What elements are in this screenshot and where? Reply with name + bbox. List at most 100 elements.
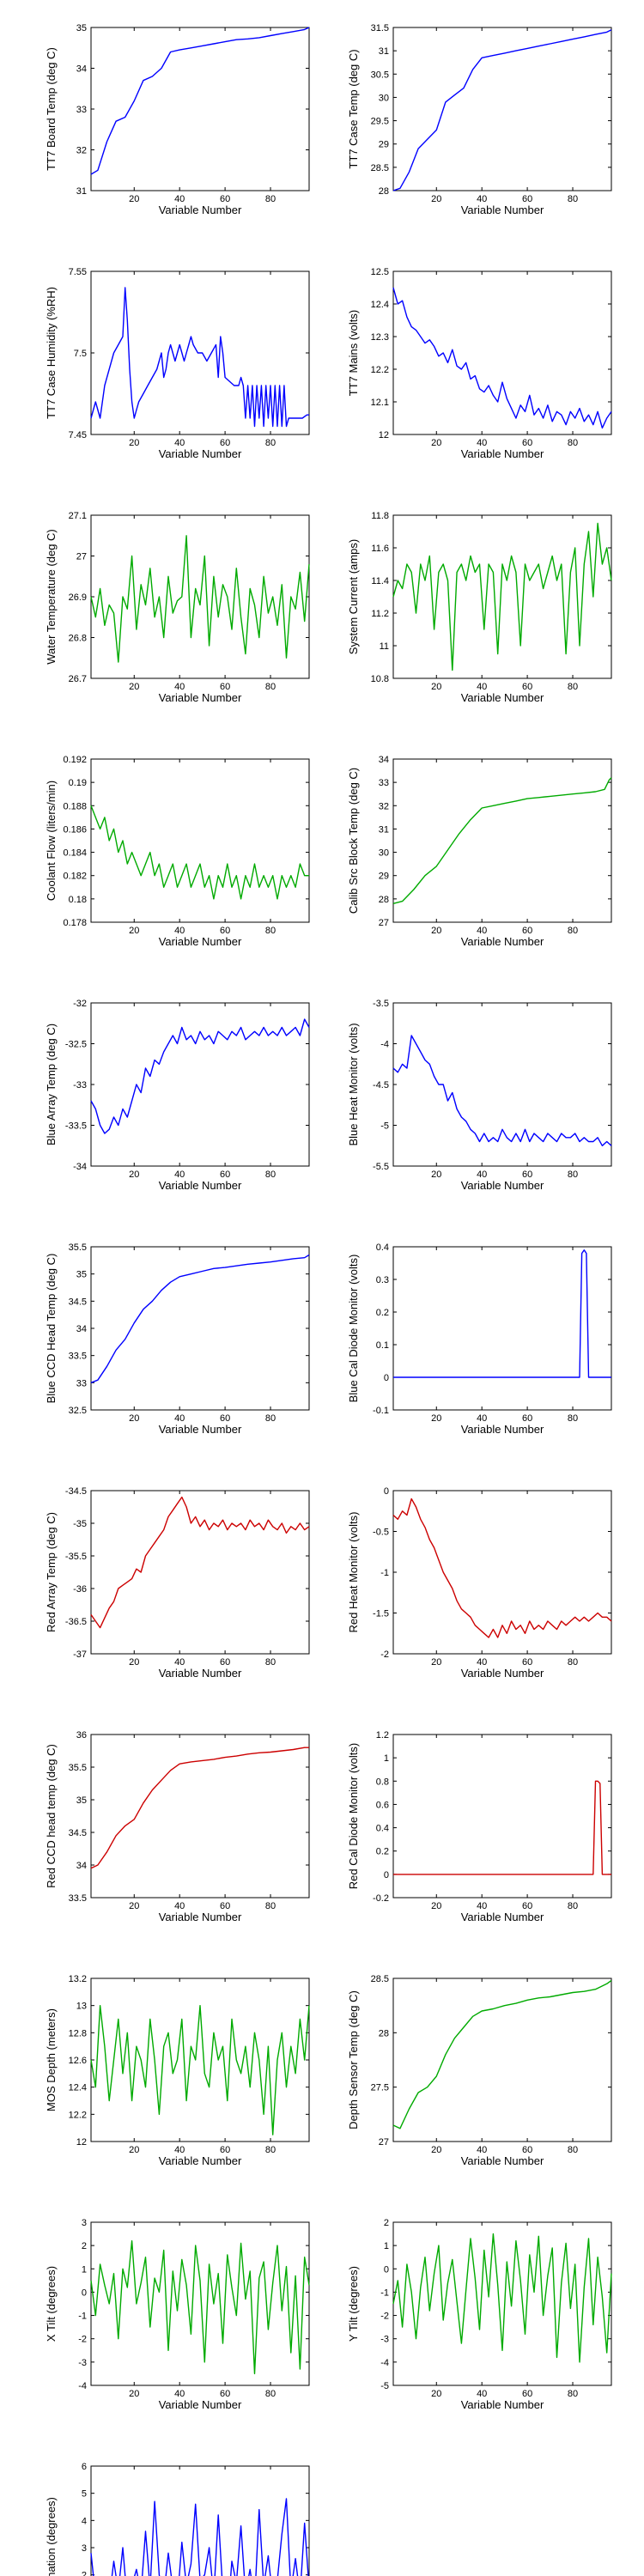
- y-tick-label: -2: [380, 1649, 389, 1660]
- x-tick-label: 40: [477, 2145, 487, 2155]
- y-tick-label: 0: [384, 1486, 389, 1497]
- x-tick-label: 40: [477, 1413, 487, 1424]
- y-axis-label: Blue Array Temp (deg C): [45, 1024, 58, 1145]
- y-tick-label: 28.5: [371, 163, 389, 173]
- x-tick-label: 80: [568, 438, 578, 448]
- y-tick-label: 29: [379, 140, 389, 150]
- x-tick-label: 80: [568, 194, 578, 204]
- plot-area: [392, 1490, 612, 1655]
- y-tick-label: 35: [76, 1270, 87, 1280]
- chart-panel-9: 20 40 60 80 -5.5 -5 -4.5 -4 -3.5 Variable Number B…: [347, 999, 612, 1192]
- x-tick-label: 40: [477, 2389, 487, 2399]
- x-tick-label: 80: [568, 1170, 578, 1180]
- x-tick-label: 80: [265, 1170, 276, 1180]
- y-tick-label: -5.5: [373, 1162, 389, 1172]
- series-line: [392, 29, 612, 191]
- chart-panel-15: 20 40 60 80 -0.2 0 0.2 0.4 0.6 0.8 1 1.2 Variable Nu…: [347, 1730, 612, 1923]
- series-line: [392, 777, 612, 904]
- y-tick-label: 29: [379, 872, 389, 882]
- x-tick-label: 40: [477, 682, 487, 692]
- series-line: [393, 1249, 611, 1378]
- y-tick-label: -1.5: [373, 1609, 389, 1619]
- y-tick-label: 0: [384, 1373, 389, 1383]
- plot-area: [392, 27, 612, 191]
- x-axis-label: Variable Number: [159, 447, 242, 460]
- y-tick-label: 12.8: [69, 2028, 87, 2038]
- y-axis-label: TT7 Board Temp (deg C): [45, 47, 58, 171]
- y-tick-label: -0.2: [373, 1893, 389, 1904]
- chart-panel-1: 20 40 60 80 28 28.5 29 29.5 30 30.5 31 31.5 Variable…: [347, 23, 612, 216]
- x-tick-label: 20: [129, 438, 139, 448]
- y-tick-label: 32.5: [69, 1406, 87, 1416]
- y-axis-label: System Current (amps): [347, 539, 360, 654]
- x-tick-label: 20: [431, 1170, 441, 1180]
- x-tick-label: 20: [431, 438, 441, 448]
- y-axis-label: Blue Cal Diode Monitor (volts): [347, 1255, 360, 1403]
- y-axis-label: MOS Depth (meters): [45, 2008, 58, 2111]
- y-tick-label: -3: [78, 2358, 87, 2368]
- y-tick-label: 31: [379, 824, 389, 835]
- y-tick-label: 31: [379, 46, 389, 57]
- x-tick-label: 80: [265, 194, 276, 204]
- y-axis-label: Red Cal Diode Monitor (volts): [347, 1743, 360, 1890]
- y-tick-label: 28: [379, 895, 389, 905]
- x-tick-label: 40: [174, 438, 185, 448]
- y-tick-label: 30: [379, 93, 389, 103]
- y-tick-label: 12.5: [371, 267, 389, 277]
- y-tick-label: 33.5: [69, 1893, 87, 1904]
- y-tick-label: 0.184: [63, 848, 87, 859]
- y-tick-label: -1: [78, 2312, 87, 2322]
- x-tick-label: 40: [174, 926, 185, 936]
- series-line: [392, 1035, 612, 1147]
- x-axis-label: Variable Number: [461, 2154, 544, 2167]
- plot-area: [392, 2221, 612, 2386]
- y-tick-label: 35.5: [69, 1763, 87, 1773]
- y-axis-label: TT7 Case Temp (deg C): [347, 49, 360, 168]
- y-tick-label: -32.5: [65, 1040, 87, 1050]
- x-tick-label: 60: [220, 926, 230, 936]
- plot-area: [90, 514, 310, 679]
- y-tick-label: 34: [76, 64, 87, 75]
- y-tick-label: 0: [82, 2287, 87, 2298]
- y-tick-label: 5: [82, 2489, 87, 2500]
- y-tick-label: -36: [73, 1584, 87, 1595]
- y-tick-label: 0.4: [376, 1242, 389, 1253]
- series-line: [90, 1747, 309, 1869]
- y-tick-label: -3: [380, 2335, 389, 2345]
- y-tick-label: 6: [82, 2462, 87, 2472]
- x-tick-label: 60: [522, 1901, 532, 1911]
- y-tick-label: 1.2: [376, 1730, 389, 1741]
- series-line: [90, 1018, 310, 1134]
- x-tick-label: 60: [220, 2145, 230, 2155]
- chart-panel-14: 20 40 60 80 33.5 34 34.5 35 35.5 36 Variable Numbe…: [45, 1730, 310, 1923]
- x-tick-label: 20: [129, 926, 139, 936]
- x-tick-label: 20: [431, 1657, 441, 1668]
- chart-panel-12: 20 40 60 80 -37 -36.5 -36 -35.5 -35 -34.5 Variable…: [45, 1486, 310, 1680]
- x-tick-label: 40: [174, 1657, 185, 1668]
- y-axis-label: Water Temperature (deg C): [45, 529, 58, 665]
- chart-panel-10: 20 40 60 80 32.5 33 33.5 34 34.5 35 35.5 Variable N…: [45, 1242, 310, 1436]
- y-tick-label: 27: [379, 2137, 389, 2148]
- chart-panel-13: 20 40 60 80 -2 -1.5 -1 -0.5 0 Variable Number Red …: [347, 1486, 612, 1680]
- y-tick-label: 11.6: [371, 544, 389, 554]
- y-tick-label: 11.8: [371, 511, 389, 521]
- chart-panel-5: 20 40 60 80 10.8 11 11.2 11.4 11.6 11.8 Variable N…: [347, 511, 612, 704]
- x-axis-label: Variable Number: [461, 1423, 544, 1436]
- plot-area: [90, 2465, 310, 2576]
- y-tick-label: 0.2: [376, 1847, 389, 1857]
- x-tick-label: 80: [265, 1657, 276, 1668]
- x-tick-label: 20: [129, 2145, 139, 2155]
- y-tick-label: 0.4: [376, 1824, 389, 1834]
- x-axis-label: Variable Number: [159, 1179, 242, 1192]
- y-tick-label: -34.5: [65, 1486, 87, 1497]
- y-tick-label: 1: [384, 1753, 389, 1764]
- y-axis-label: TT7 Case Humidity (%RH): [45, 287, 58, 419]
- y-axis-label: TT7 Mains (volts): [347, 310, 360, 396]
- x-axis-label: Variable Number: [159, 204, 242, 216]
- x-tick-label: 40: [174, 682, 185, 692]
- y-tick-label: -32: [73, 999, 87, 1009]
- x-tick-label: 60: [220, 194, 230, 204]
- y-tick-label: -33.5: [65, 1121, 87, 1132]
- y-tick-label: 0: [384, 1870, 389, 1880]
- x-tick-label: 60: [220, 1657, 230, 1668]
